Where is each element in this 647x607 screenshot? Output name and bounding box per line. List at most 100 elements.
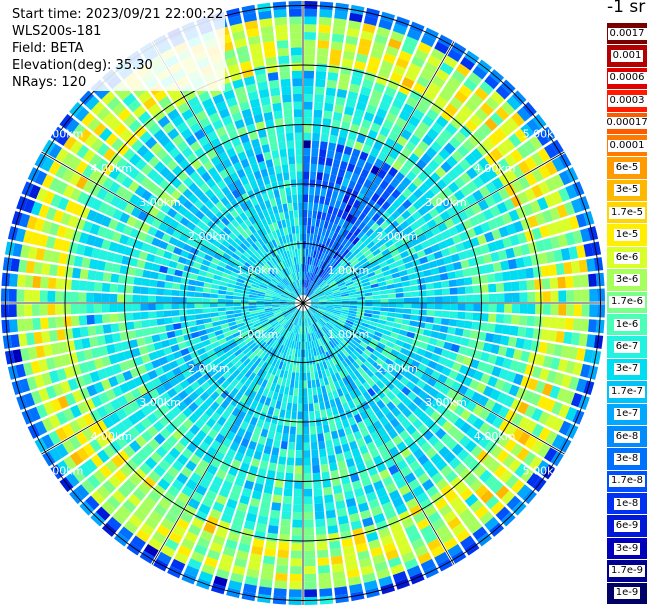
range-gate-cell [363,335,373,342]
range-gate-cell [373,513,386,524]
range-gate-cell [457,286,466,295]
range-gate-cell [522,390,534,403]
range-gate-cell [454,111,469,124]
range-gate-cell [295,317,299,326]
range-gate-cell [218,151,229,162]
range-gate-cell [119,361,130,372]
range-gate-cell [89,438,102,453]
range-gate-cell [524,420,538,434]
azimuth-spoke [302,302,565,455]
range-gate-cell [252,374,260,384]
range-gate-cell [274,359,281,369]
range-gate-cell [337,404,345,414]
range-gate-cell [221,409,231,420]
range-gate-cell [575,213,587,228]
range-gate-cell [316,386,322,395]
range-gate-cell [303,93,314,102]
range-gate-cell [505,117,519,132]
range-gate-cell [324,254,330,263]
range-gate-cell [299,334,302,342]
range-gate-cell [260,96,271,106]
range-gate-cell [287,226,292,235]
range-gate-cell [366,357,376,365]
range-gate-cell [430,267,440,276]
range-gate-cell [413,128,426,140]
range-gate-cell [384,371,394,381]
range-gate-cell [294,217,299,226]
range-gate-cell [226,430,236,441]
range-gate-cell [218,366,228,376]
range-gate-cell [395,313,404,319]
range-gate-cell [207,166,218,178]
range-gate-cell [448,412,460,425]
range-gate-cell [271,358,278,367]
range-gate-cell [382,475,394,487]
range-gate-cell [233,292,242,297]
range-gate-cell [557,276,566,289]
range-gate-cell [210,184,221,195]
range-gate-cell [239,462,250,473]
range-gate-cell [318,279,325,287]
range-gate-cell [189,273,198,280]
range-gate-cell [388,489,401,501]
range-gate-cell [254,204,262,213]
range-gate-cell [482,253,493,264]
range-gate-cell [251,266,259,274]
range-gate-cell [300,256,303,265]
range-gate-cell [454,269,464,279]
range-gate-cell [241,487,253,498]
range-gate-cell [285,464,294,474]
range-gate-cell [226,97,238,108]
range-gate-cell [268,517,280,527]
range-gate-cell [344,170,353,180]
range-gate-cell [187,345,197,353]
range-gate-cell [341,177,350,187]
range-gate-cell [143,261,154,271]
range-gate-cell [372,361,382,371]
range-gate-cell [379,416,390,427]
range-gate-cell [292,519,303,528]
range-gate-cell [310,305,319,308]
range-gate-cell [529,200,542,214]
range-gate-cell [303,380,308,389]
range-gate-cell [268,134,277,144]
range-gate-cell [15,228,26,243]
range-gate-cell [359,151,369,162]
range-gate-cell [91,247,101,259]
range-gate-cell [287,266,292,275]
range-gate-cell [229,424,240,434]
range-gate-cell [288,284,294,291]
range-gate-cell [366,253,375,261]
range-gate-cell [272,1,287,11]
range-gate-cell [332,260,340,269]
range-gate-cell [297,310,301,318]
range-gate-cell [561,218,572,232]
range-gate-cell [344,490,355,500]
range-gate-cell [312,274,318,283]
range-gate-cell [349,297,358,301]
range-gate-cell [346,283,355,289]
range-gate-cell [409,320,418,327]
range-gate-cell [148,311,157,319]
range-gate-cell [453,404,465,417]
range-gate-cell [211,341,220,349]
colorbar-label: 1.7e-7 [608,385,646,398]
range-gate-cell [451,362,462,372]
range-gate-cell [341,153,351,163]
range-gate-cell [179,309,188,316]
range-gate-cell [428,260,438,269]
range-gate-cell [424,366,434,377]
range-gate-cell [45,357,56,371]
range-gate-cell [178,233,189,243]
range-gate-cell [401,319,411,326]
range-gate-cell [55,316,65,328]
range-gate-cell [253,409,261,419]
range-gate-cell [106,96,121,111]
range-gate-cell [424,189,435,201]
range-gate-cell [203,317,212,324]
range-gate-cell [354,378,362,388]
range-gate-cell [406,247,417,256]
range-gate-cell [198,269,207,277]
range-gate-cell [303,256,306,265]
range-gate-cell [387,556,402,568]
